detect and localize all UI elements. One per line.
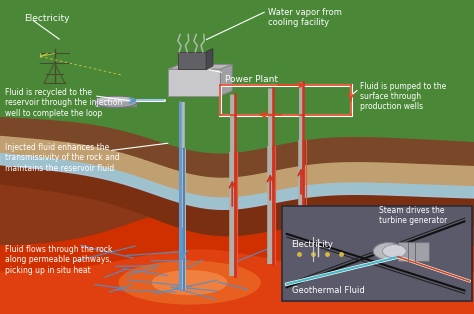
Ellipse shape (95, 96, 137, 108)
Polygon shape (206, 49, 213, 69)
Text: Water vapor from
cooling facility: Water vapor from cooling facility (268, 8, 342, 27)
FancyBboxPatch shape (178, 52, 206, 69)
Polygon shape (168, 64, 232, 69)
Text: Steam drives the
turbine generator: Steam drives the turbine generator (379, 206, 447, 225)
FancyBboxPatch shape (282, 206, 472, 301)
Text: Fluid flows through the rock
along permeable pathways,
picking up in situ heat: Fluid flows through the rock along perme… (5, 245, 112, 275)
FancyBboxPatch shape (398, 242, 429, 261)
Text: Electricity: Electricity (292, 240, 333, 249)
Text: Power Plant: Power Plant (225, 75, 278, 84)
Polygon shape (220, 64, 232, 96)
Ellipse shape (152, 270, 228, 295)
Text: Fluid is recycled to the
reservoir through the injection
well to complete the lo: Fluid is recycled to the reservoir throu… (5, 88, 122, 118)
Ellipse shape (97, 97, 136, 102)
Ellipse shape (118, 261, 261, 305)
Text: Fluid is pumped to the
surface through
production wells: Fluid is pumped to the surface through p… (360, 82, 447, 111)
Text: Injected fluid enhances the
transmissivity of the rock and
maintains the reservo: Injected fluid enhances the transmissivi… (5, 143, 119, 173)
Ellipse shape (383, 245, 406, 258)
Text: Electricity: Electricity (24, 14, 69, 23)
Text: Geothermal Fluid: Geothermal Fluid (292, 286, 364, 295)
FancyBboxPatch shape (168, 69, 220, 96)
Ellipse shape (373, 242, 404, 260)
FancyBboxPatch shape (95, 102, 137, 107)
